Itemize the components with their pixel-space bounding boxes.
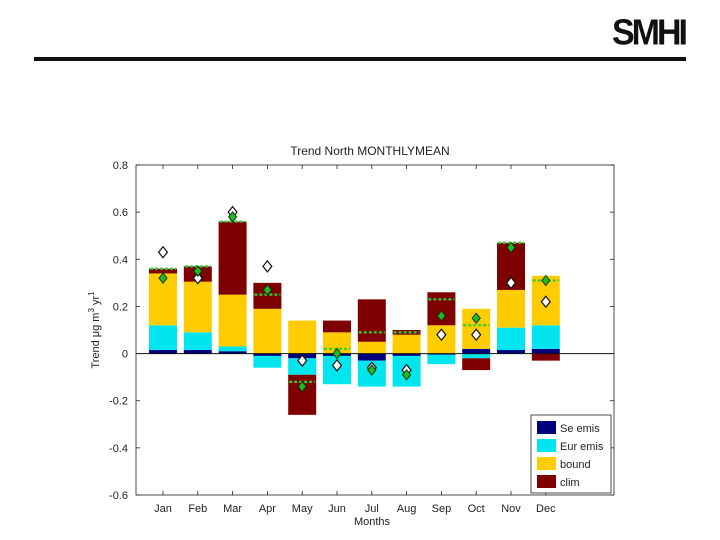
green-marker-sep: [436, 310, 447, 322]
x-tick-label-sep: Sep: [432, 503, 452, 515]
white-marker-may: [297, 354, 308, 368]
bar-clim-mar: [218, 221, 247, 295]
bar-layer: [149, 221, 560, 415]
y-label-main: Trend μg m: [90, 313, 102, 369]
white-marker-jan: [157, 245, 169, 259]
bar-se-emis-dec: [531, 348, 560, 354]
bar-eur-emis-sep: [427, 354, 456, 365]
legend-label-eur-emis: Eur emis: [560, 441, 604, 453]
y-tick-label-3: 0: [122, 349, 128, 361]
x-axis-label: Months: [354, 516, 391, 528]
green-marker-jul: [367, 364, 377, 376]
green-marker-dec: [541, 274, 551, 287]
header-rule: [34, 57, 686, 61]
bar-bound-mar: [218, 294, 247, 347]
x-tick-label-dec: Dec: [536, 503, 556, 515]
smhi-logo: SMHI: [612, 13, 688, 53]
bar-clim-jun: [323, 320, 351, 333]
x-tick-label-aug: Aug: [397, 503, 417, 515]
bar-eur-emis-mar: [218, 346, 247, 352]
white-marker-jun: [331, 358, 343, 372]
bar-clim-jan: [149, 268, 177, 274]
bar-eur-emis-oct: [462, 353, 491, 359]
white-marker-feb: [192, 271, 203, 285]
legend-swatch-se-emis: [537, 421, 556, 434]
legend-swatch-clim: [537, 475, 556, 488]
x-tick-label-nov: Nov: [501, 503, 521, 515]
bar-bound-nov: [497, 289, 525, 328]
bar-se-emis-jan: [149, 350, 177, 354]
x-tick-label-jun: Jun: [328, 503, 346, 515]
white-marker-sep: [436, 328, 447, 342]
y-label-sup2: 1: [87, 291, 96, 296]
bar-bound-aug: [392, 334, 421, 354]
bar-se-emis-aug: [392, 353, 421, 356]
green-marker-oct: [471, 312, 481, 325]
x-tick-label-apr: Apr: [259, 503, 276, 515]
bar-se-emis-apr: [253, 353, 282, 356]
green-marker-nov: [506, 241, 516, 254]
marker-layer: [157, 205, 551, 393]
y-tick-label-7: 0.8: [113, 160, 128, 172]
white-marker-nov: [505, 276, 517, 290]
legend-swatch-bound: [537, 457, 556, 470]
legend-label-bound: bound: [560, 459, 591, 471]
bar-se-emis-nov: [497, 350, 525, 354]
green-marker-feb: [193, 265, 203, 277]
y-tick-label-4: 0.2: [113, 301, 128, 313]
x-tick-label-feb: Feb: [188, 503, 207, 515]
x-tick-label-jan: Jan: [154, 503, 172, 515]
y-axis-label: Trend μg m3 yr1: [87, 291, 102, 369]
bar-eur-emis-feb: [183, 332, 212, 351]
green-marker-aug: [401, 368, 412, 381]
bar-bound-apr: [253, 308, 282, 354]
white-marker-apr: [262, 259, 273, 273]
bar-bound-feb: [183, 281, 212, 333]
x-tick-label-may: May: [292, 503, 313, 515]
bar-se-emis-feb: [183, 350, 212, 354]
x-tick-label-oct: Oct: [468, 503, 485, 515]
bar-eur-emis-dec: [531, 325, 560, 349]
bar-clim-dec: [531, 353, 560, 361]
y-label-sup1: 3: [87, 308, 96, 313]
y-tick-label-2: -0.2: [109, 396, 128, 408]
bar-eur-emis-apr: [253, 355, 282, 368]
legend: Se emis Eur emis bound clim: [530, 414, 612, 494]
y-axis: -0.6 -0.4 -0.2 0 0.2 0.4 0.6 0.8: [109, 160, 614, 502]
x-axis: Jan Feb Mar Apr May Jun Jul Aug Sep Oct Nov Dec: [154, 165, 556, 515]
y-tick-label-6: 0.6: [113, 207, 128, 219]
white-marker-dec: [540, 295, 551, 309]
bar-bound-jul: [357, 341, 386, 354]
white-marker-oct: [471, 328, 482, 342]
legend-swatch-eur-emis: [537, 439, 556, 452]
bar-clim-oct: [462, 358, 491, 371]
legend-label-se-emis: Se emis: [560, 423, 600, 435]
y-tick-label-5: 0.4: [113, 254, 128, 266]
x-tick-label-jul: Jul: [365, 503, 379, 515]
x-tick-label-mar: Mar: [223, 503, 242, 515]
legend-label-clim: clim: [560, 477, 580, 489]
green-marker-jun: [332, 347, 342, 360]
bar-se-emis-sep: [427, 353, 456, 355]
green-marker-jan: [158, 272, 168, 284]
bar-se-emis-jul: [357, 353, 386, 361]
bar-eur-emis-jan: [149, 325, 177, 351]
green-marker-may: [297, 380, 307, 393]
green-marker-apr: [262, 284, 273, 296]
bar-se-emis-mar: [218, 351, 247, 354]
y-tick-label-0: -0.6: [109, 490, 128, 502]
y-label-mid: yr: [90, 296, 102, 309]
bar-clim-jul: [357, 299, 386, 342]
bar-eur-emis-nov: [497, 327, 525, 351]
y-tick-label-1: -0.4: [109, 443, 128, 455]
bar-se-emis-oct: [462, 348, 491, 354]
chart-title: Trend North MONTHLYMEAN: [290, 144, 449, 158]
bar-bound-may: [288, 320, 317, 354]
green-marker-mar: [227, 211, 238, 223]
